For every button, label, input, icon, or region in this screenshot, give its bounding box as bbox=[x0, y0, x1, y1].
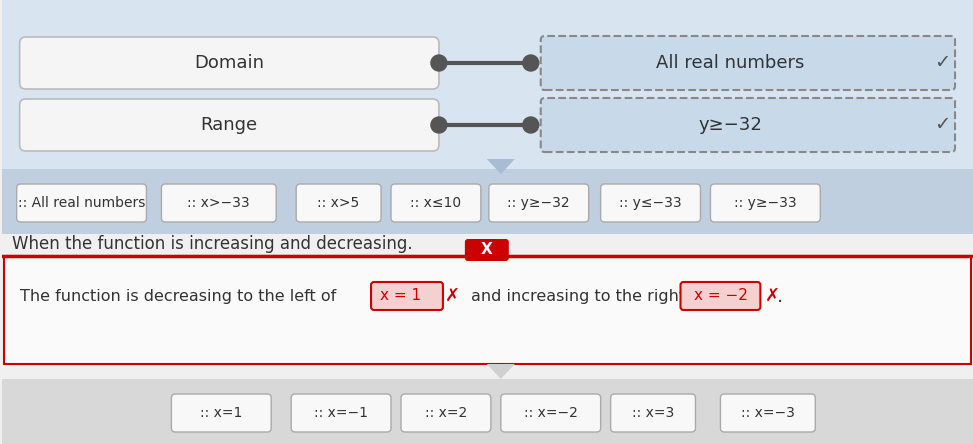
Polygon shape bbox=[486, 159, 515, 174]
Text: :: x=−3: :: x=−3 bbox=[740, 406, 795, 420]
FancyBboxPatch shape bbox=[171, 394, 271, 432]
Text: :: x=−2: :: x=−2 bbox=[523, 406, 578, 420]
Circle shape bbox=[523, 55, 539, 71]
FancyBboxPatch shape bbox=[611, 394, 696, 432]
Circle shape bbox=[431, 117, 447, 133]
Text: The function is decreasing to the left of: The function is decreasing to the left o… bbox=[19, 289, 336, 304]
FancyBboxPatch shape bbox=[541, 98, 955, 152]
Text: ✗: ✗ bbox=[446, 287, 460, 305]
Text: ✗: ✗ bbox=[765, 287, 780, 305]
Text: and increasing to the right of: and increasing to the right of bbox=[471, 289, 705, 304]
Polygon shape bbox=[486, 364, 515, 379]
Text: Range: Range bbox=[200, 116, 258, 134]
FancyBboxPatch shape bbox=[720, 394, 815, 432]
Text: .: . bbox=[777, 286, 783, 305]
Text: :: y≥−33: :: y≥−33 bbox=[734, 196, 797, 210]
Text: All real numbers: All real numbers bbox=[656, 54, 805, 72]
Text: Domain: Domain bbox=[195, 54, 265, 72]
FancyBboxPatch shape bbox=[291, 394, 391, 432]
Text: :: x>5: :: x>5 bbox=[317, 196, 360, 210]
Text: :: x=−1: :: x=−1 bbox=[314, 406, 368, 420]
FancyBboxPatch shape bbox=[17, 184, 146, 222]
FancyBboxPatch shape bbox=[710, 184, 820, 222]
Text: ✓: ✓ bbox=[934, 115, 951, 135]
Text: :: y≤−33: :: y≤−33 bbox=[619, 196, 682, 210]
Text: ✓: ✓ bbox=[934, 53, 951, 72]
FancyBboxPatch shape bbox=[465, 239, 509, 261]
FancyBboxPatch shape bbox=[2, 169, 973, 234]
Text: x = 1: x = 1 bbox=[380, 289, 421, 304]
FancyBboxPatch shape bbox=[541, 36, 955, 90]
Text: :: x>−33: :: x>−33 bbox=[188, 196, 250, 210]
Text: :: y≥−32: :: y≥−32 bbox=[508, 196, 570, 210]
Text: :: x=1: :: x=1 bbox=[200, 406, 242, 420]
FancyBboxPatch shape bbox=[4, 256, 971, 364]
FancyBboxPatch shape bbox=[600, 184, 701, 222]
FancyBboxPatch shape bbox=[162, 184, 276, 222]
Text: :: x=3: :: x=3 bbox=[631, 406, 674, 420]
Text: x = −2: x = −2 bbox=[694, 289, 747, 304]
Text: y≥−32: y≥−32 bbox=[699, 116, 763, 134]
FancyBboxPatch shape bbox=[296, 184, 381, 222]
FancyBboxPatch shape bbox=[680, 282, 760, 310]
Circle shape bbox=[431, 55, 447, 71]
FancyBboxPatch shape bbox=[401, 394, 490, 432]
FancyBboxPatch shape bbox=[2, 379, 973, 444]
Text: :: x≤10: :: x≤10 bbox=[411, 196, 461, 210]
FancyBboxPatch shape bbox=[19, 37, 439, 89]
Text: X: X bbox=[481, 242, 492, 258]
Circle shape bbox=[523, 117, 539, 133]
FancyBboxPatch shape bbox=[371, 282, 443, 310]
FancyBboxPatch shape bbox=[391, 184, 481, 222]
Text: :: All real numbers: :: All real numbers bbox=[18, 196, 145, 210]
FancyBboxPatch shape bbox=[488, 184, 589, 222]
FancyBboxPatch shape bbox=[19, 99, 439, 151]
FancyBboxPatch shape bbox=[2, 0, 973, 234]
FancyBboxPatch shape bbox=[501, 394, 600, 432]
Text: When the function is increasing and decreasing.: When the function is increasing and decr… bbox=[12, 235, 413, 253]
Text: :: x=2: :: x=2 bbox=[425, 406, 467, 420]
